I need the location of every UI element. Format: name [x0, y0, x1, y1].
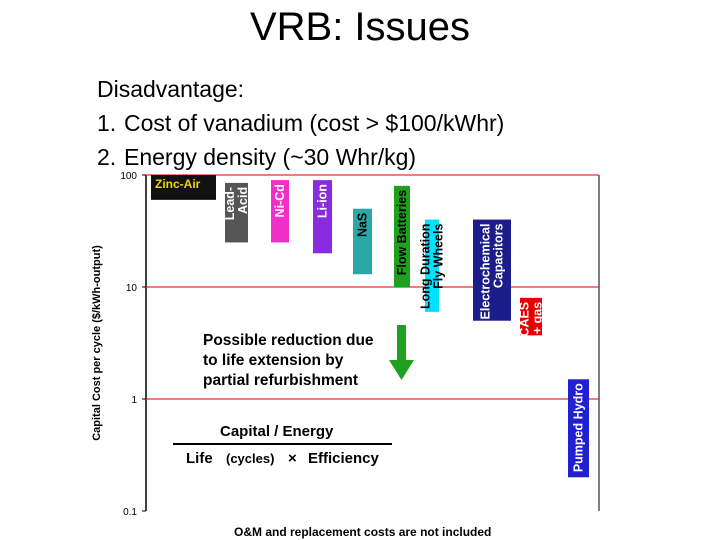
bar-label: Pumped Hydro: [572, 383, 586, 472]
bar-label: Flow Batteries: [395, 190, 409, 275]
reduction-note-line: to life extension by: [203, 352, 344, 369]
bar-label: Long Duration: [419, 224, 433, 309]
reduction-arrow-head: [389, 360, 414, 380]
reduction-arrow-shaft: [397, 325, 406, 363]
formula-efficiency: Efficiency: [308, 450, 380, 467]
y-axis-label: Capital Cost per cycle ($/kWh-output): [91, 245, 103, 441]
bar-label: Li-ion: [316, 184, 330, 218]
bar-lead-acid: [225, 182, 248, 243]
bar-label: Ni-Cd: [273, 184, 287, 217]
formula-cycles: (cycles): [226, 451, 274, 466]
bar-pumped-hydro: [568, 379, 589, 478]
bar-caes-gas: [520, 297, 542, 336]
bullet-text: Cost of vanadium (cost > $100/kWhr): [124, 110, 505, 136]
chart-footer: O&M and replacement costs are not includ…: [234, 525, 491, 539]
y-tick-label: 1: [131, 395, 137, 406]
formula-life: Life: [186, 450, 213, 467]
y-tick-label: 0.1: [123, 507, 137, 518]
reduction-note-line: Possible reduction due: [203, 332, 374, 349]
bar-electrochemical-capacitors: [473, 219, 511, 321]
bar-ni-cd: [271, 180, 289, 243]
bar-label: NaS: [356, 213, 370, 237]
bar-label: Electrochemical: [479, 224, 493, 320]
formula-times: ×: [288, 450, 297, 467]
bar-long-duration-fly-wheels: [425, 219, 439, 312]
bullet-item: 1. Cost of vanadium (cost > $100/kWhr): [97, 106, 504, 140]
bar-li-ion: [313, 180, 332, 254]
bar-zinc-air: [151, 175, 216, 200]
y-tick-label: 100: [120, 171, 137, 182]
bullet-text: Energy density (~30 Whr/kg): [124, 144, 417, 170]
bar-label: Lead-: [223, 187, 237, 220]
bar-label: Zinc-Air: [155, 177, 201, 191]
formula-numerator: Capital / Energy: [220, 423, 334, 440]
bar-label: + gas: [531, 302, 545, 334]
bar-label: Acid: [236, 187, 250, 214]
bullet-number: 1.: [97, 110, 117, 136]
bullet-number: 2.: [97, 144, 117, 170]
bar-nas: [353, 208, 372, 275]
bar-label: CAES: [518, 302, 532, 337]
bullet-item: 2. Energy density (~30 Whr/kg): [97, 140, 504, 174]
bullet-list: Disadvantage: 1. Cost of vanadium (cost >…: [97, 72, 504, 174]
slide-title: VRB: Issues: [249, 5, 471, 49]
y-tick-label: 10: [126, 283, 138, 294]
disadvantage-heading: Disadvantage:: [97, 76, 245, 102]
bar-label: Capacitors: [492, 224, 506, 289]
bar-flow-batteries: [394, 185, 410, 287]
reduction-note-line: partial refurbishment: [203, 372, 358, 389]
bar-label: Fly Wheels: [432, 224, 446, 289]
